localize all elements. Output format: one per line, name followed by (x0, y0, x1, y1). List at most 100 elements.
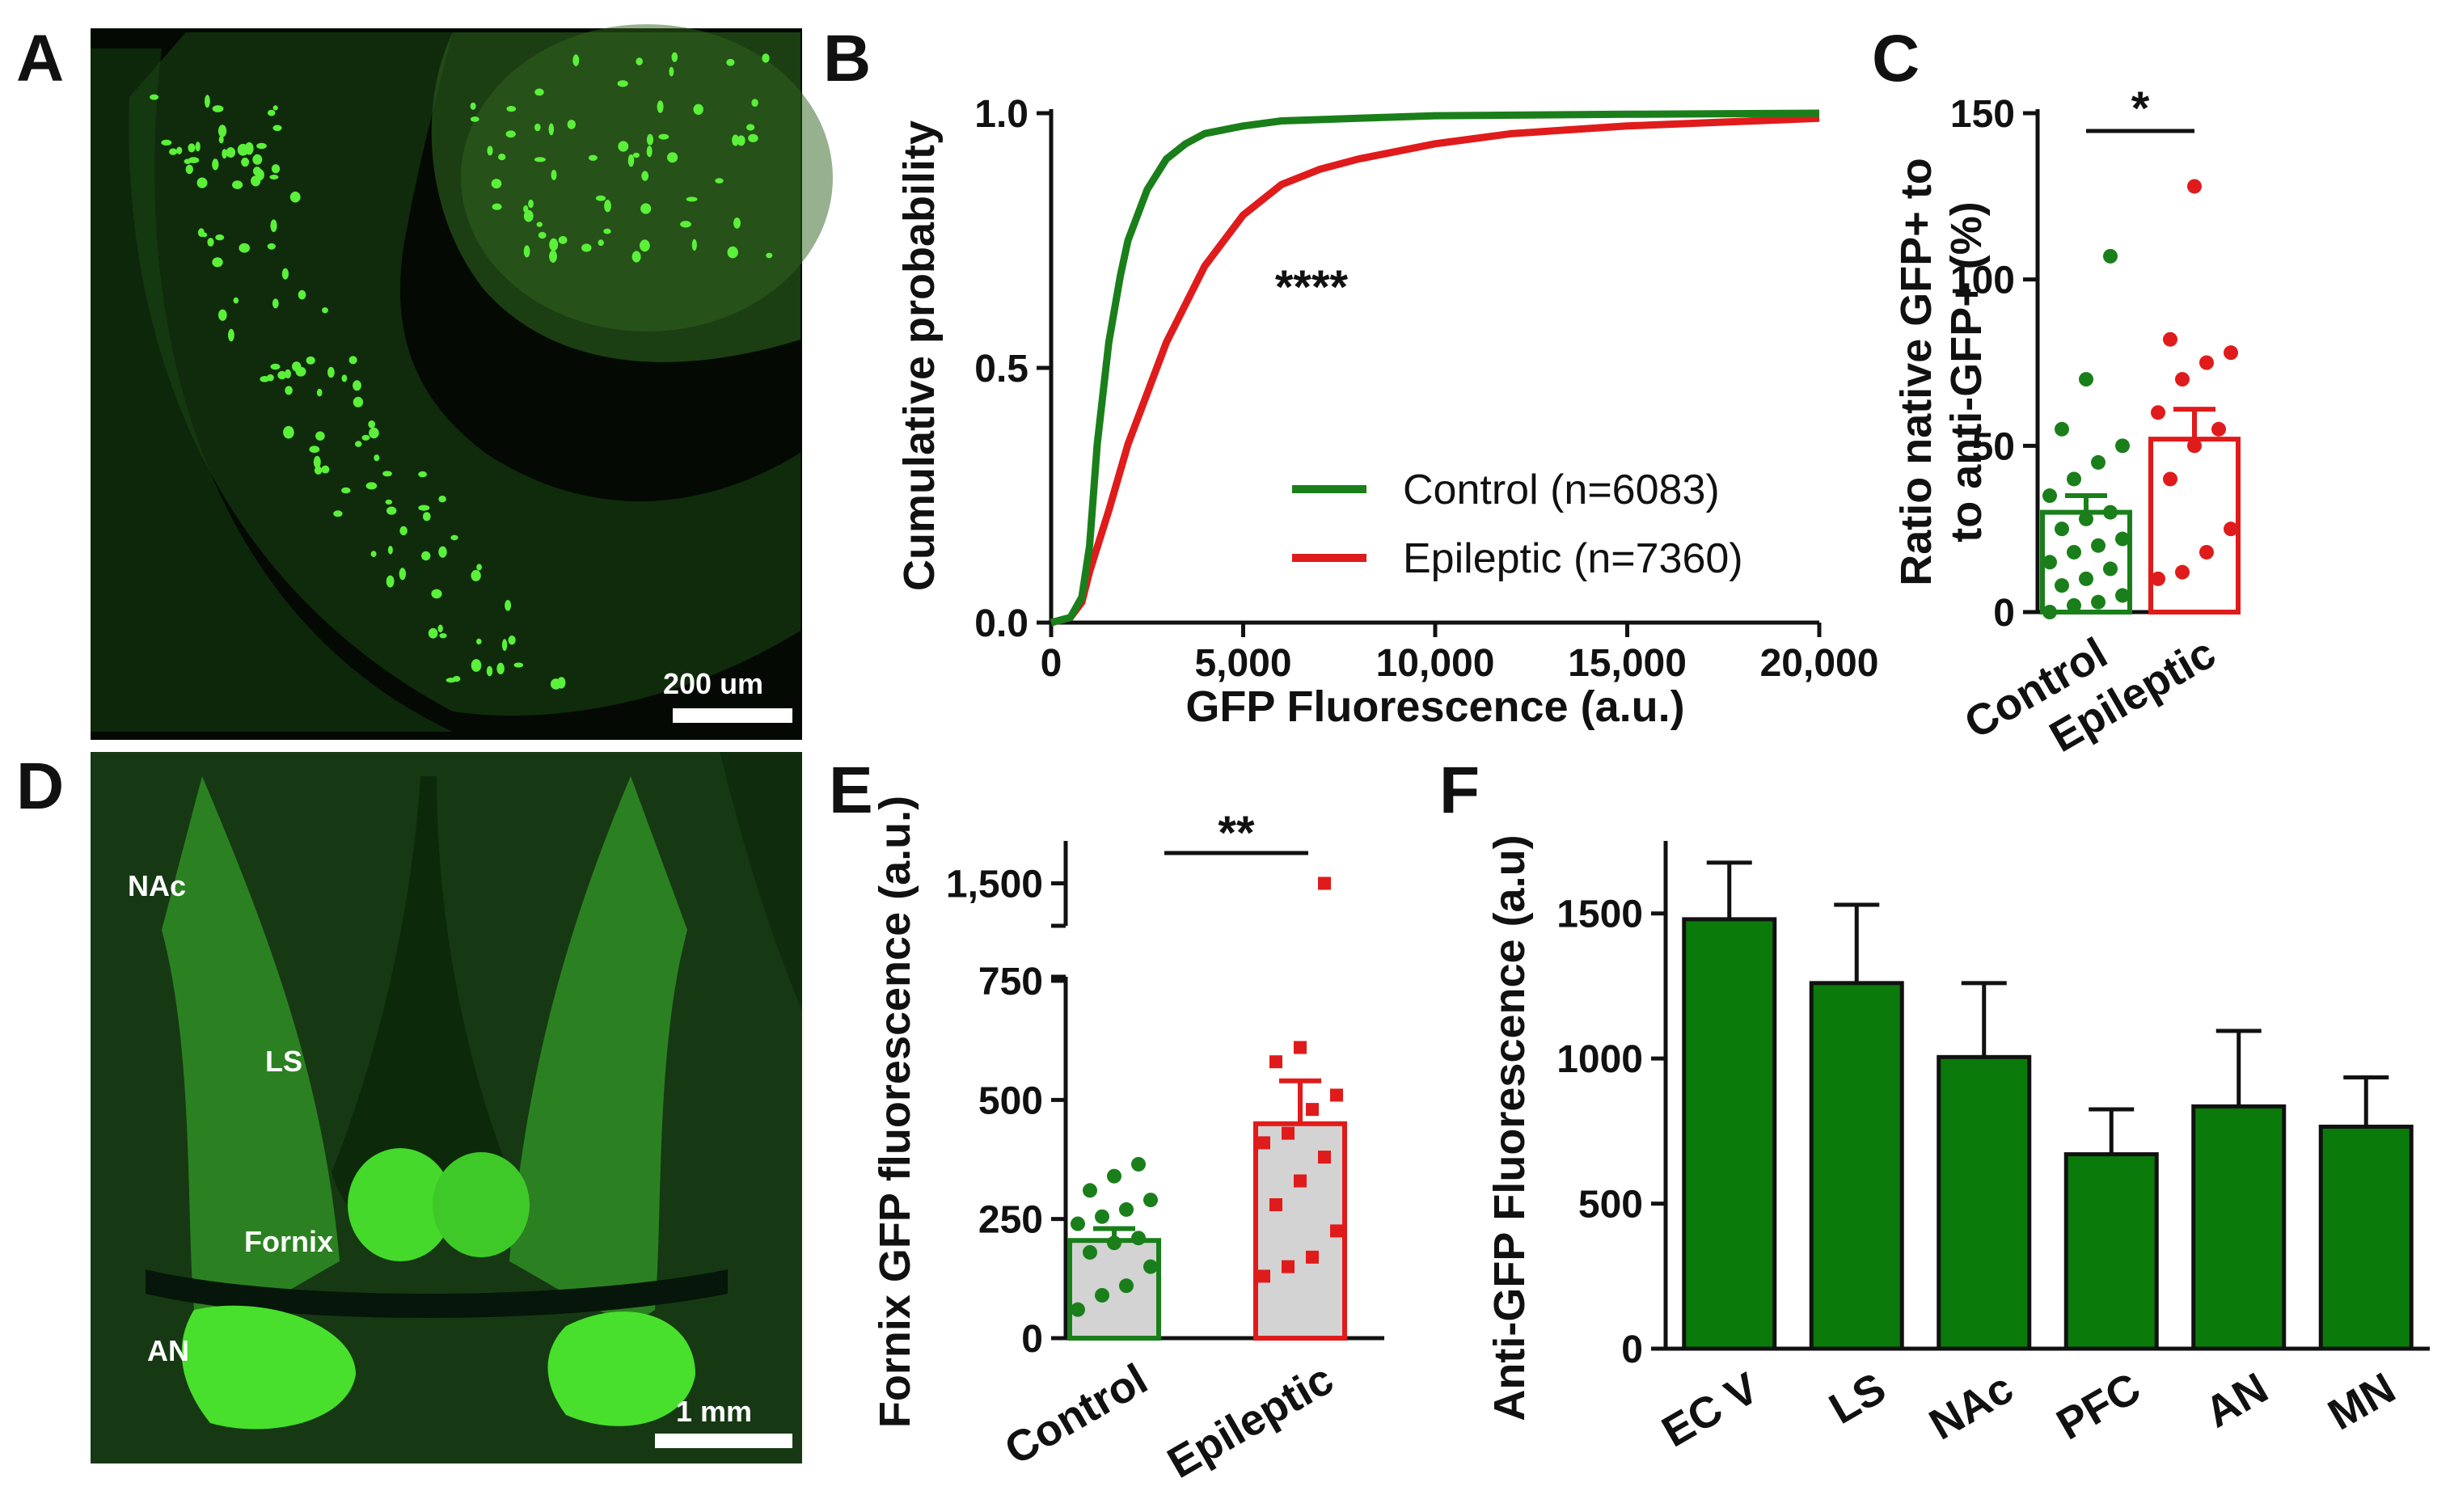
data-point (1131, 1156, 1146, 1172)
neuron-dot (256, 142, 267, 150)
neuron-dot (486, 665, 493, 677)
data-point (1107, 1235, 1121, 1251)
neuron-dot (283, 425, 294, 439)
neuron-dot (549, 238, 559, 251)
y-tick-label: 750 (978, 961, 1043, 1003)
neuron-dot (196, 177, 208, 188)
scale-bar-d (655, 1434, 792, 1448)
data-point (2067, 544, 2081, 560)
neuron-dot (470, 116, 479, 122)
data-point (2175, 564, 2190, 580)
neuron-dot (228, 328, 234, 342)
neuron-dot (501, 639, 508, 651)
bar-pfc (2063, 1152, 2159, 1351)
neuron-dot (399, 568, 406, 581)
neuron-dot (215, 234, 225, 241)
data-point (1143, 1193, 1158, 1208)
data-point (1269, 1197, 1282, 1211)
neuron-dot (691, 239, 697, 251)
panel-label-a: A (16, 22, 64, 95)
neuron-dot (428, 627, 438, 639)
neuron-dot (536, 222, 543, 227)
micrograph-d: NAc LS Fornix AN 1 mm (91, 752, 802, 1463)
category-label: Epileptic (1159, 1354, 1341, 1487)
neuron-dot (450, 534, 458, 541)
neuron-dot (549, 250, 557, 263)
data-point (2042, 605, 2057, 619)
neuron-dot (315, 431, 325, 441)
data-point (1269, 1055, 1282, 1069)
neuron-dot (222, 149, 227, 159)
neuron-dot (252, 154, 263, 165)
neuron-dot (269, 175, 279, 179)
neuron-dot (353, 396, 364, 408)
neuron-dot (523, 209, 534, 222)
ylabel-b: Cumulative probability (895, 120, 944, 591)
panel-label-c: C (1872, 22, 1920, 95)
neuron-dot (422, 512, 431, 522)
neuron-dot (598, 239, 604, 247)
data-point (1095, 1287, 1109, 1303)
neuron-dot (680, 221, 691, 228)
neuron-dot (491, 179, 502, 189)
neuron-dot (355, 441, 362, 447)
category-label: PFC (2049, 1363, 2149, 1449)
neuron-dot (272, 298, 279, 309)
neuron-dot (446, 678, 457, 683)
bar-ec-v (1682, 917, 1777, 1351)
neuron-dot (513, 662, 524, 668)
neuron-dot (322, 307, 328, 314)
bar-an (2191, 1104, 2287, 1351)
scale-bar-label-a: 200 um (663, 667, 763, 700)
ylabel-c-line2: to anti-GFP+ (%) (1942, 201, 1991, 542)
neuron-dot (538, 231, 547, 239)
neuron-dot (281, 268, 289, 280)
neuron-dot (726, 58, 735, 66)
neuron-dot (306, 356, 315, 365)
data-point (1282, 1260, 1295, 1273)
region-label-nac: NAc (128, 869, 186, 902)
neuron-dot (646, 133, 654, 146)
neuron-dot (746, 124, 755, 131)
neuron-dot (184, 158, 192, 164)
neuron-dot (382, 471, 392, 477)
neuron-dot (471, 659, 482, 672)
data-point (2079, 372, 2093, 387)
neuron-dot (603, 228, 611, 234)
x-tick-label-b: 5,000 (1194, 642, 1291, 685)
data-point (1131, 1231, 1146, 1246)
neuron-dot (169, 148, 178, 155)
chart-b: Cumulative probability GFP Fluorescence … (895, 93, 1878, 731)
x-tick-label-b: 15,000 (1568, 642, 1687, 685)
data-point (1071, 1302, 1085, 1317)
neuron-dot (239, 243, 251, 253)
neuron-dot (471, 569, 481, 581)
neuron-dot (558, 235, 568, 244)
data-point (2103, 248, 2118, 264)
y-tick-label: 100 (1950, 260, 2015, 302)
data-point (2163, 332, 2177, 347)
neuron-dot (386, 575, 395, 588)
neuron-dot (374, 454, 380, 462)
data-point (2151, 405, 2165, 420)
data-point (2151, 571, 2165, 586)
neuron-dot (631, 251, 641, 263)
data-point (2199, 355, 2214, 370)
neuron-dot (715, 178, 724, 184)
category-label: MN (2321, 1363, 2404, 1439)
neuron-dot (595, 195, 606, 201)
data-point (2079, 571, 2093, 586)
neuron-dot (506, 106, 517, 112)
neuron-dot (267, 109, 276, 116)
neuron-dot (523, 245, 530, 258)
neuron-dot (588, 154, 598, 161)
neuron-dot (618, 141, 629, 152)
y-tick-label: 1500 (1556, 893, 1643, 936)
data-point (1294, 1174, 1307, 1188)
neuron-dot (365, 482, 378, 490)
y-tick-label: 1000 (1556, 1038, 1643, 1081)
panel-label-f: F (1439, 754, 1480, 827)
neuron-dot (289, 191, 301, 203)
neuron-dot (572, 54, 580, 66)
